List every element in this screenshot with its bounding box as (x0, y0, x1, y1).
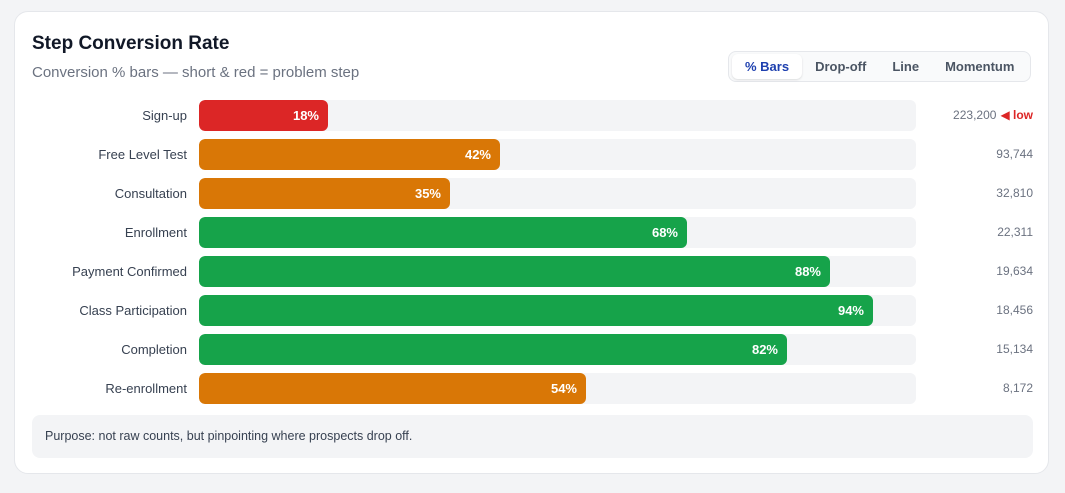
bar-value-label: 42% (464, 147, 491, 162)
bar-row: Enrollment 68% 22,311 (15, 217, 1050, 248)
tab-momentum[interactable]: Momentum (945, 59, 1015, 74)
count-value: 19,634 (996, 264, 1033, 278)
tab-drop-off[interactable]: Drop-off (815, 59, 867, 74)
bar-value-label: 82% (751, 342, 778, 357)
bar: 18% (199, 100, 328, 131)
category-label: Enrollment (124, 225, 187, 240)
bar: 68% (199, 217, 687, 248)
bar: 88% (199, 256, 830, 287)
bar-value-label: 18% (292, 108, 319, 123)
count-label: 93,744 (996, 139, 1033, 170)
bar-value-label: 68% (651, 225, 678, 240)
count-label: 22,311 (997, 217, 1033, 248)
bar-row: Free Level Test 42% 93,744 (15, 139, 1050, 170)
conversion-bar-chart: Sign-up 18% 223,200 ◀ low Free Level Test 42%… (15, 100, 1050, 412)
count-label: 15,134 (996, 334, 1033, 365)
bar-track: 88% (199, 256, 916, 287)
chart-card: Step Conversion Rate Conversion % bars —… (14, 11, 1049, 474)
count-label: 8,172 (1003, 373, 1033, 404)
category-label: Re-enrollment (105, 381, 187, 396)
bar-track: 94% (199, 295, 916, 326)
category-label: Completion (121, 342, 187, 357)
count-value: 8,172 (1002, 381, 1033, 395)
chart-subtitle: Conversion % bars — short & red = proble… (32, 64, 360, 81)
bar-row: Completion 82% 15,134 (15, 334, 1050, 365)
bar-row: Sign-up 18% 223,200 ◀ low (15, 100, 1050, 131)
bar-track: 42% (199, 139, 916, 170)
bar-value-label: 35% (414, 186, 441, 201)
bar-row: Consultation 35% 32,810 (15, 178, 1050, 209)
category-label: Payment Confirmed (72, 264, 187, 279)
bar: 42% (199, 139, 500, 170)
low-flag: ◀ low (1000, 108, 1033, 122)
bar-value-label: 54% (550, 381, 577, 396)
count-value: 32,810 (996, 186, 1033, 200)
bar: 54% (199, 373, 586, 404)
bar-value-label: 88% (794, 264, 821, 279)
category-label: Class Participation (79, 303, 187, 318)
category-label: Consultation (114, 186, 187, 201)
tab-line[interactable]: Line (892, 59, 920, 74)
bar-track: 82% (199, 334, 916, 365)
count-label: 19,634 (996, 256, 1033, 287)
view-tabs: % Bars Drop-off Line Momentum (728, 51, 1032, 82)
category-label: Sign-up (142, 108, 187, 123)
bar-row: Re-enrollment 54% 8,172 (15, 373, 1050, 404)
bar: 35% (199, 178, 450, 209)
purpose-note: Purpose: not raw counts, but pinpointing… (32, 415, 1033, 458)
bar: 94% (199, 295, 873, 326)
tab-percent-bars[interactable]: % Bars (732, 54, 803, 79)
count-value: 15,134 (996, 342, 1033, 356)
chart-title: Step Conversion Rate (32, 33, 230, 54)
bar-row: Payment Confirmed 88% 19,634 (15, 256, 1050, 287)
count-label: 32,810 (996, 178, 1033, 209)
bar-track: 18% (199, 100, 916, 131)
count-value: 93,744 (996, 147, 1033, 161)
bar-value-label: 94% (837, 303, 864, 318)
bar: 82% (199, 334, 787, 365)
bar-track: 35% (199, 178, 916, 209)
bar-row: Class Participation 94% 18,456 (15, 295, 1050, 326)
count-label: 18,456 (996, 295, 1033, 326)
count-value: 223,200 (953, 108, 997, 122)
count-value: 22,311 (997, 225, 1033, 239)
count-value: 18,456 (996, 303, 1033, 317)
bar-track: 54% (199, 373, 916, 404)
category-label: Free Level Test (98, 147, 187, 162)
count-label: 223,200 ◀ low (953, 100, 1033, 131)
bar-track: 68% (199, 217, 916, 248)
